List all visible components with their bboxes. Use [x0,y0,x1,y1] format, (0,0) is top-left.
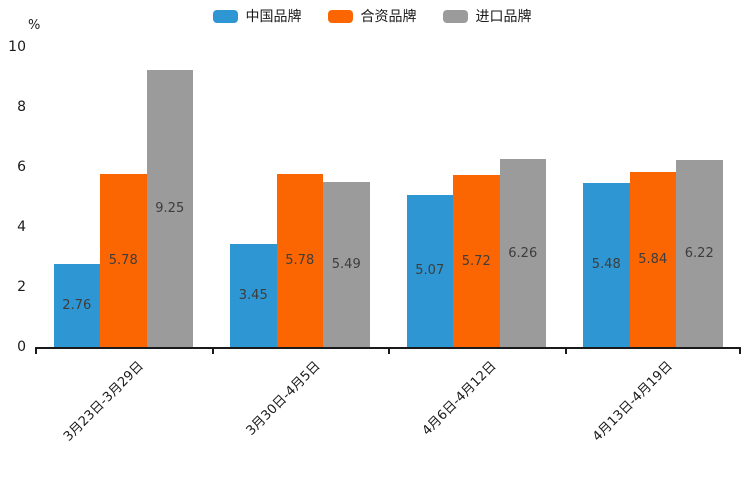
bar-value-label: 5.48 [591,257,621,273]
bar: 5.07 [406,194,453,347]
y-tick-label: 2 [17,279,26,295]
x-axis-tick-mark [564,349,567,354]
x-axis-tick-mark [211,349,214,354]
legend-label: 合资品牌 [360,9,417,25]
y-tick-label: 0 [17,339,26,355]
bar: 2.76 [53,264,100,347]
bar-value-label: 6.22 [684,246,714,262]
legend-item: 中国品牌 [212,6,302,26]
x-tick-label: 3月30日-4月5日 [243,358,324,439]
bar-value-label: 5.78 [285,252,315,268]
legend-swatch-icon [442,9,468,23]
bar: 6.22 [676,160,723,347]
x-tick-label: 3月23日-3月29日 [60,358,147,445]
y-tick-label: 8 [17,99,26,115]
bar: 5.48 [583,182,630,347]
legend-swatch-icon [327,9,353,23]
legend-swatch-icon [212,9,238,23]
bar-value-label: 5.49 [331,257,361,273]
bar: 5.84 [629,171,676,347]
y-tick-label: 6 [17,159,26,175]
x-tick-label: 4月13日-4月19日 [590,358,677,445]
legend-item: 进口品牌 [442,6,532,26]
legend-item: 合资品牌 [327,6,417,26]
bar-value-label: 5.72 [461,253,491,269]
bar: 5.78 [276,173,323,347]
legend-label: 中国品牌 [245,9,302,25]
x-axis-tick-mark [739,349,741,354]
bar-value-label: 9.25 [155,200,185,216]
chart-legend: 中国品牌 合资品牌 进口品牌 [0,6,744,26]
y-tick-label: 4 [17,219,26,235]
bar: 5.72 [453,175,500,347]
x-tick-label: 4月6日-4月12日 [419,358,500,439]
legend-label: 进口品牌 [475,9,532,25]
bar-value-label: 2.76 [62,298,92,314]
y-tick-label: 10 [8,39,26,55]
bar: 3.45 [230,243,277,347]
bar: 5.78 [100,173,147,347]
y-axis-unit-label: % [28,18,41,33]
bar-value-label: 3.45 [238,287,268,303]
bar-value-label: 5.84 [638,251,668,267]
bar: 9.25 [146,69,193,347]
bar-value-label: 5.07 [415,263,445,279]
bar-value-label: 5.78 [108,252,138,268]
x-axis-tick-mark [35,349,37,354]
bar: 5.49 [323,182,370,347]
bar-value-label: 6.26 [508,245,538,261]
plot-area: 2.76 5.78 9.25 3.45 5.78 5.49 5.07 5.72 6.26 5.48… [35,47,741,354]
x-axis-tick-mark [388,349,390,354]
bar: 6.26 [499,159,546,347]
